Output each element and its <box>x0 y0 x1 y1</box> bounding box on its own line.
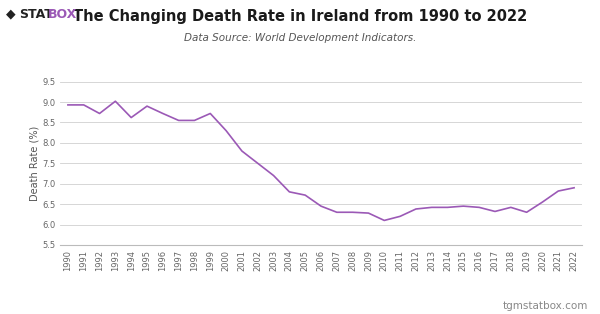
Text: ◆: ◆ <box>6 8 16 21</box>
Text: BOX: BOX <box>47 8 77 21</box>
Y-axis label: Death Rate (%): Death Rate (%) <box>29 126 39 201</box>
Text: The Changing Death Rate in Ireland from 1990 to 2022: The Changing Death Rate in Ireland from … <box>73 9 527 24</box>
Text: Data Source: World Development Indicators.: Data Source: World Development Indicator… <box>184 33 416 43</box>
Text: tgmstatbox.com: tgmstatbox.com <box>503 301 588 311</box>
Text: STAT: STAT <box>19 8 53 21</box>
